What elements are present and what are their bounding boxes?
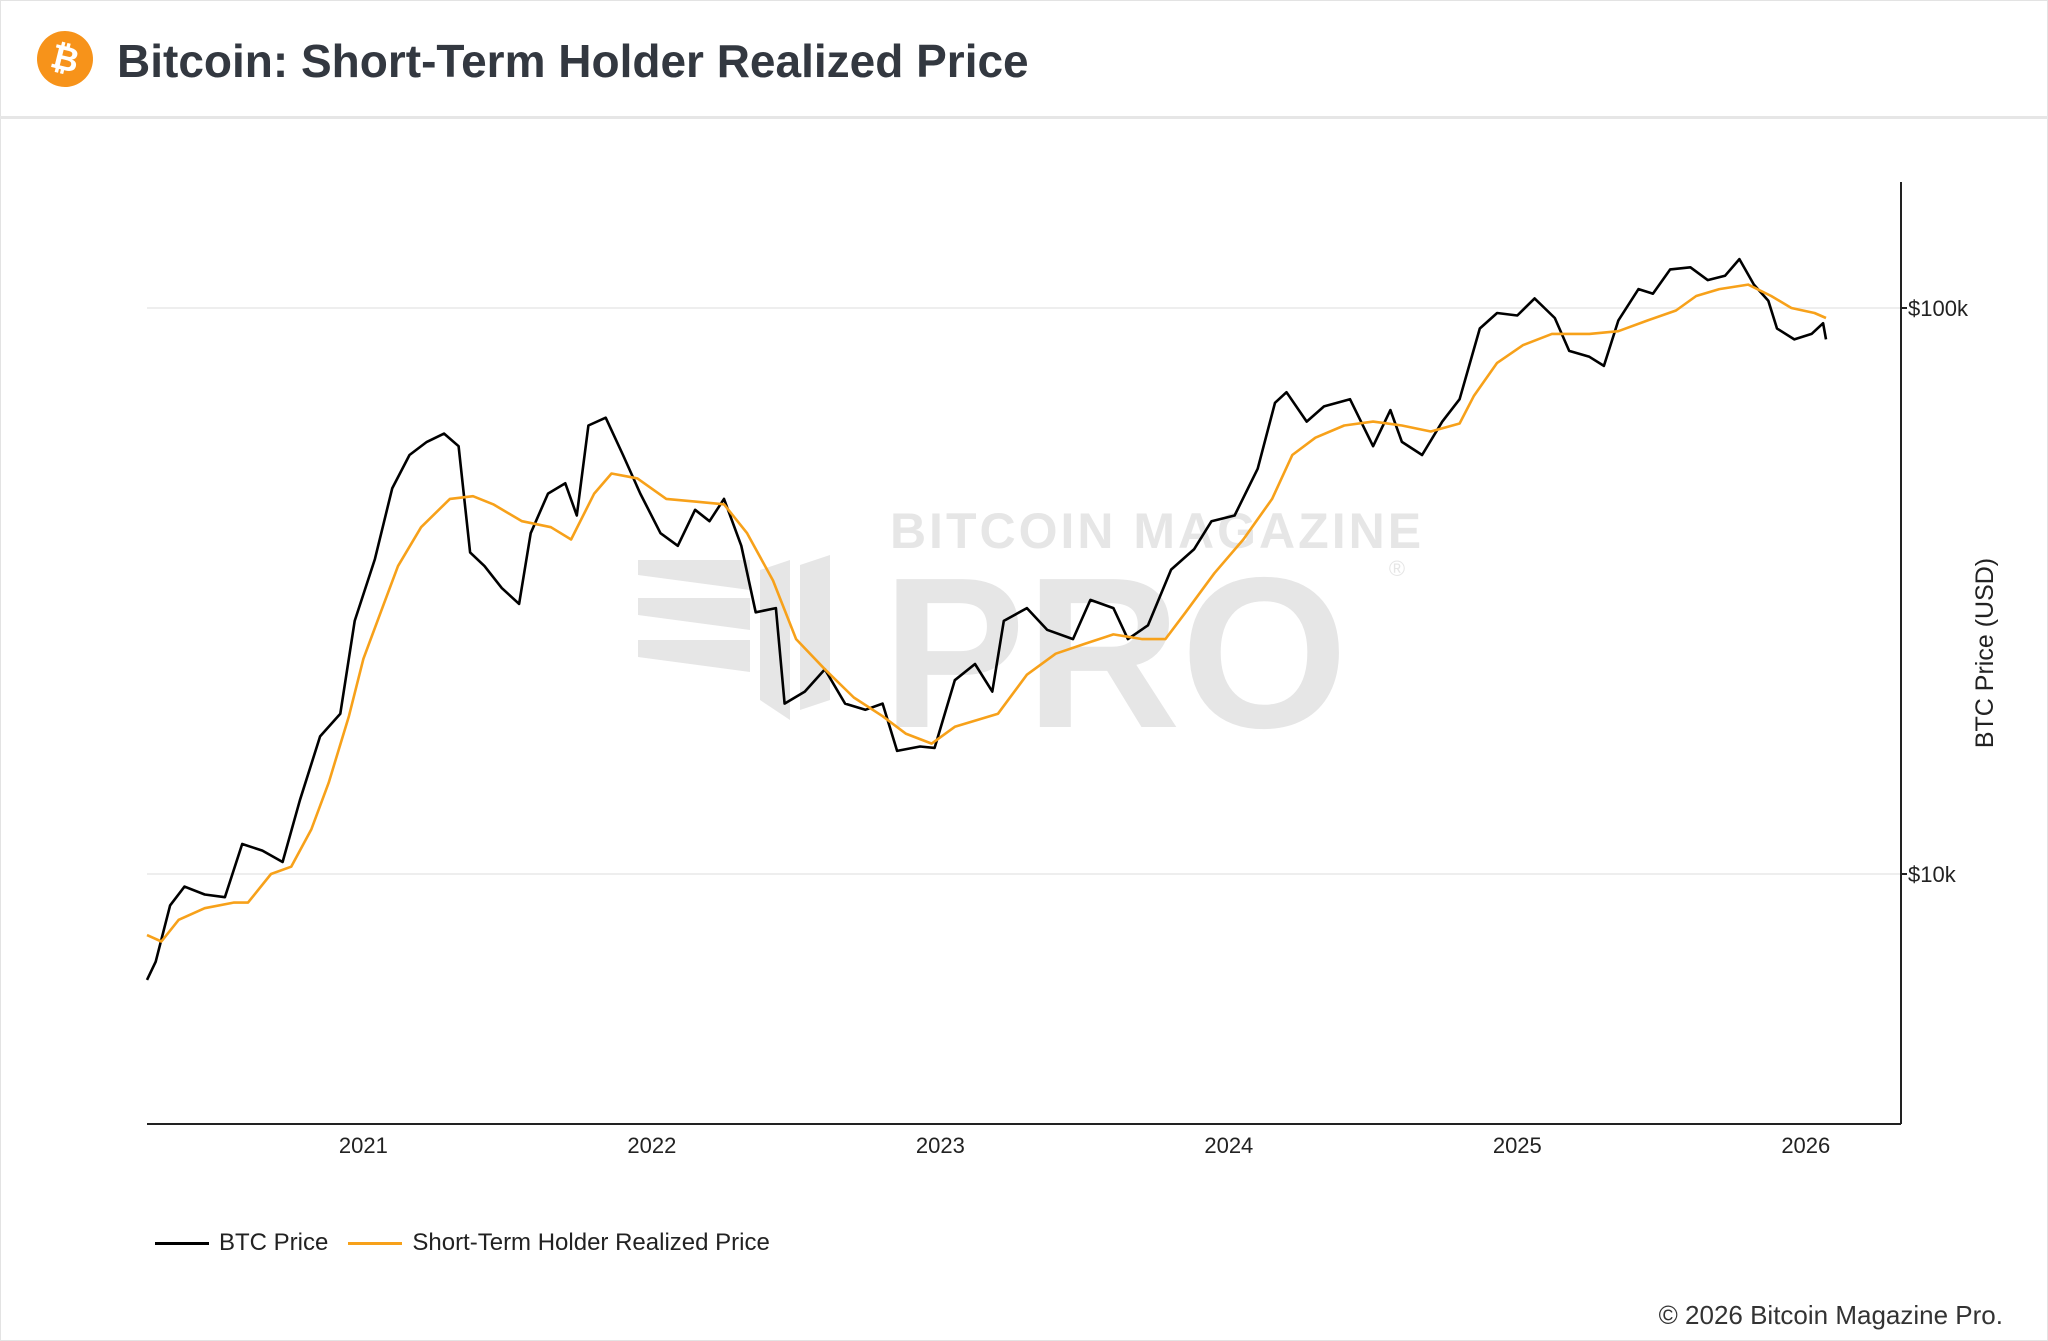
series-group [145,257,1828,981]
copyright: © 2026 Bitcoin Magazine Pro. [1658,1300,2003,1330]
y-tick-label: $10k [1908,862,1957,887]
x-tick-label: 2023 [916,1133,965,1158]
series-sth-realized-price [146,283,1827,943]
x-tick-label: 2024 [1204,1133,1253,1158]
legend-item-sth-price[interactable]: Short-Term Holder Realized Price [348,1229,770,1257]
legend-swatch-sth [348,1241,403,1245]
watermark: BITCOIN MAGAZINE PRO ® [638,503,1424,773]
x-tick-label: 2026 [1781,1133,1830,1158]
watermark-line2: PRO [882,532,1348,773]
legend-swatch-btc [155,1241,209,1245]
x-ticks: 2021 2022 2023 2024 2025 2026 [339,1133,1830,1158]
x-tick-label: 2025 [1493,1133,1542,1158]
y-axis-label: BTC Price (USD) [1971,558,1999,748]
legend-label-btc: BTC Price [219,1229,329,1256]
legend: BTC Price Short-Term Holder Realized Pri… [155,1229,790,1257]
series-btc-price [145,257,1828,981]
legend-item-btc-price[interactable]: BTC Price [155,1229,328,1257]
legend-label-sth: Short-Term Holder Realized Price [412,1229,770,1256]
x-tick-label: 2022 [627,1133,676,1158]
header: ₿ Bitcoin: Short-Term Holder Realized Pr… [0,0,2048,119]
grid [147,307,1901,875]
y-tick-label: $100k [1908,296,1969,321]
watermark-mark: ® [1389,556,1405,581]
x-tick-label: 2021 [339,1133,388,1158]
page-title: Bitcoin: Short-Term Holder Realized Pric… [117,35,1029,87]
watermark-line1: BITCOIN MAGAZINE [890,503,1424,559]
y-ticks: $10k $100k [1901,296,1969,887]
